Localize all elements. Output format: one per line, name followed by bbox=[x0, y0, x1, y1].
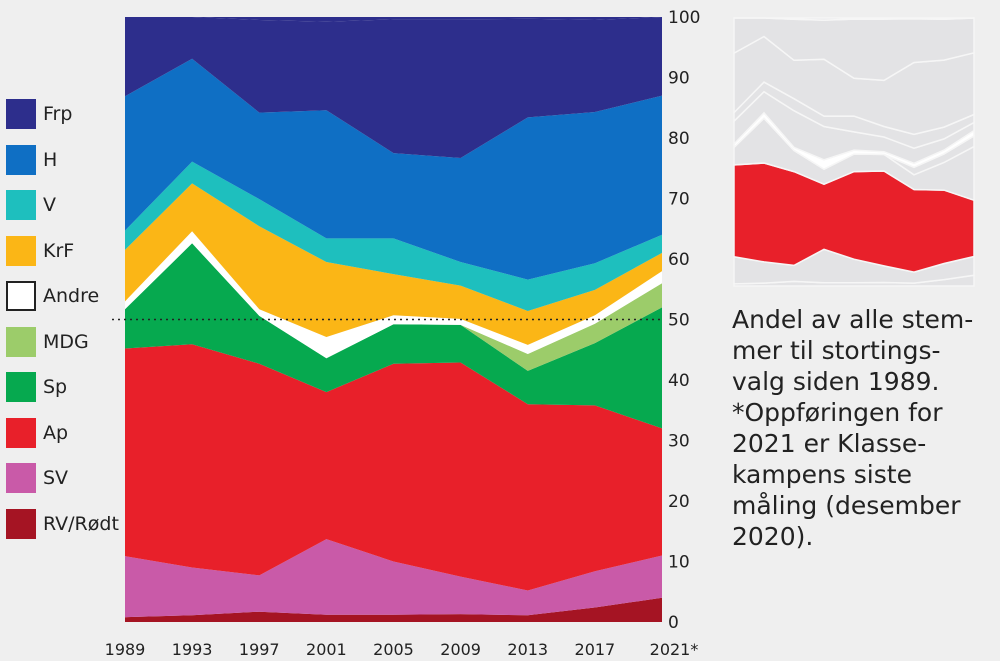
area-v bbox=[125, 161, 662, 311]
x-tick-label: 1989 bbox=[105, 640, 146, 659]
legend-swatch bbox=[6, 99, 36, 129]
caption-line: Andel av alle stem- bbox=[732, 305, 974, 334]
x-tick-label: 1997 bbox=[239, 640, 280, 659]
area-sp bbox=[125, 243, 662, 429]
caption-line: måling (desember bbox=[732, 491, 961, 520]
caption-line: *Oppføringen for bbox=[732, 398, 943, 427]
y-tick-label: 80 bbox=[668, 129, 690, 149]
area-sv bbox=[125, 539, 662, 618]
x-tick-label: 2017 bbox=[575, 640, 616, 659]
caption: Andel av alle stem- mer til stortings- v… bbox=[732, 304, 994, 552]
caption-line: 2021 er Klasse- bbox=[732, 429, 927, 458]
legend-label: RV/Rødt bbox=[43, 512, 119, 535]
y-tick-label: 40 bbox=[668, 371, 690, 391]
x-tick-label: 2001 bbox=[306, 640, 347, 659]
legend-label: MDG bbox=[43, 330, 89, 353]
x-tick-label: 2005 bbox=[373, 640, 414, 659]
area-ap bbox=[125, 344, 662, 591]
caption-line: 2020). bbox=[732, 522, 814, 551]
legend-label: SV bbox=[43, 467, 69, 489]
thumbnail-chart bbox=[733, 17, 975, 287]
legend-label: V bbox=[43, 194, 56, 216]
legend-item-sv: SV bbox=[6, 462, 68, 494]
caption-line: mer til stortings- bbox=[732, 336, 941, 365]
area-frp-top-fill bbox=[125, 17, 662, 22]
y-axis-ticks: 0 10 20 30 40 50 60 70 80 90 100 bbox=[668, 8, 700, 633]
legend-label: Andre bbox=[43, 285, 100, 307]
legend-item-sp: Sp bbox=[6, 371, 67, 403]
legend-swatch bbox=[6, 372, 36, 402]
legend-swatch bbox=[6, 326, 36, 357]
legend-swatch bbox=[6, 235, 36, 266]
y-tick-label: 100 bbox=[668, 8, 700, 28]
y-tick-label: 90 bbox=[668, 69, 690, 89]
legend-item-mdg: MDG bbox=[6, 326, 89, 358]
y-tick-label: 0 bbox=[668, 613, 679, 633]
legend-label: KrF bbox=[43, 239, 75, 262]
legend-item-v: V bbox=[6, 189, 56, 221]
main-plot-areas bbox=[125, 17, 662, 622]
legend-swatch bbox=[6, 508, 36, 539]
legend-swatch bbox=[6, 190, 36, 220]
y-tick-label: 30 bbox=[668, 432, 690, 452]
area-h bbox=[125, 58, 662, 280]
y-tick-label: 50 bbox=[668, 311, 690, 331]
area-frp bbox=[125, 17, 662, 158]
y-tick-label: 70 bbox=[668, 190, 690, 210]
x-tick-label: 2009 bbox=[440, 640, 481, 659]
legend-label: Frp bbox=[43, 103, 73, 125]
legend-item-h: H bbox=[6, 144, 57, 176]
legend-swatch bbox=[6, 281, 36, 311]
legend-label: H bbox=[43, 148, 58, 171]
legend-item-andre: Andre bbox=[6, 280, 99, 312]
legend-swatch bbox=[6, 144, 36, 175]
caption-line: valg siden 1989. bbox=[732, 367, 940, 396]
x-tick-label: 2013 bbox=[507, 640, 548, 659]
y-tick-label: 20 bbox=[668, 492, 690, 512]
legend-swatch bbox=[6, 463, 36, 493]
x-axis-ticks: 1989 1993 1997 2001 2005 2009 2013 2017 2021* bbox=[105, 640, 699, 659]
x-tick-label: 2021* bbox=[650, 640, 699, 659]
x-tick-label: 1993 bbox=[172, 640, 213, 659]
legend-label: Ap bbox=[43, 421, 69, 444]
y-tick-label: 60 bbox=[668, 250, 690, 270]
legend-label: Sp bbox=[43, 376, 68, 398]
area-krf bbox=[125, 183, 662, 345]
y-tick-label: 10 bbox=[668, 553, 690, 573]
area-rv-r-dt bbox=[125, 597, 662, 622]
thumb-area-top bbox=[734, 17, 975, 21]
legend-swatch bbox=[6, 417, 36, 448]
legend-item-ap: Ap bbox=[6, 417, 68, 449]
legend-item-rv-r-dt: RV/Rødt bbox=[6, 508, 119, 540]
caption-line: kampens siste bbox=[732, 460, 912, 489]
legend-item-krf: KrF bbox=[6, 235, 74, 267]
legend-item-frp: Frp bbox=[6, 98, 72, 130]
